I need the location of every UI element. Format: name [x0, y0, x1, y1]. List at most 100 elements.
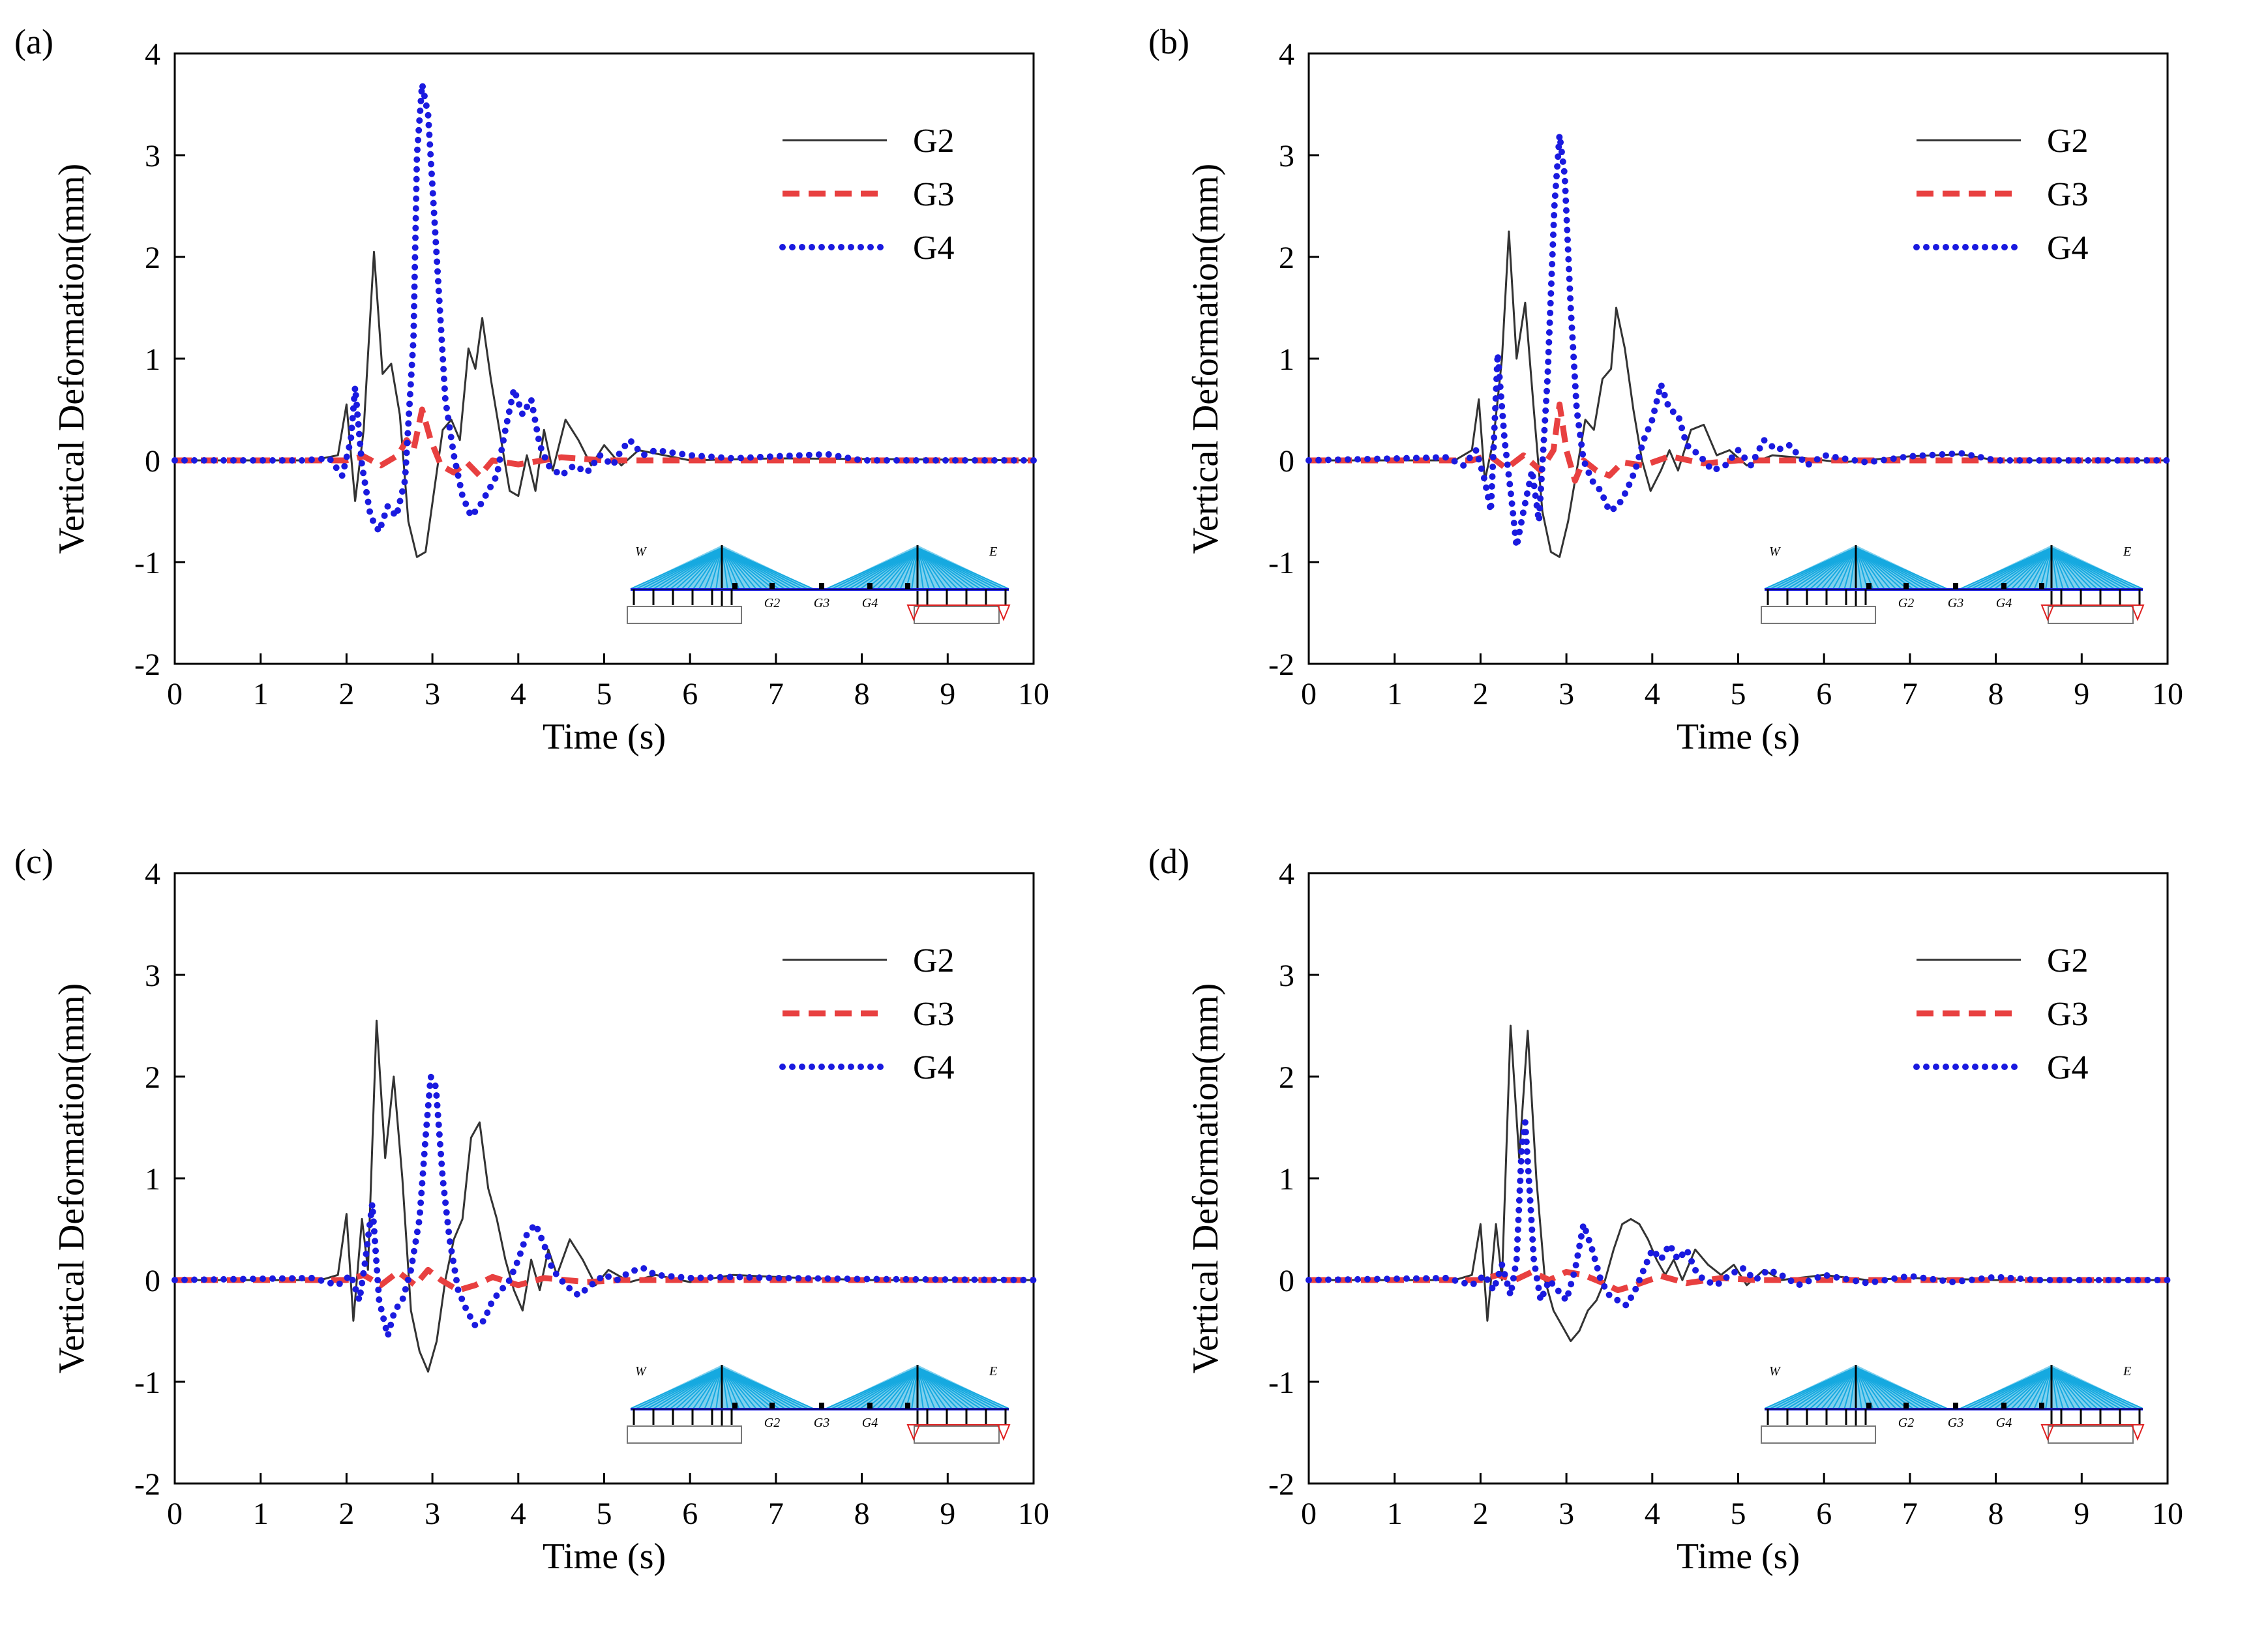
panel-label: (b) — [1148, 22, 1189, 61]
y-tick-label: 4 — [145, 857, 160, 891]
x-tick-label: 5 — [1731, 677, 1746, 711]
x-tick-label: 10 — [1018, 677, 1049, 711]
y-tick-label: -2 — [134, 1467, 160, 1502]
chart-panel-b: (b) 0 1 2 3 4 5 6 7 8 9 10 -2 -1 0 1 2 3 4 Time (s) Vertical… — [1134, 0, 2268, 820]
y-tick-label: 3 — [145, 959, 160, 993]
y-tick-label: 0 — [1279, 1264, 1294, 1298]
y-tick-label: 2 — [1279, 241, 1294, 275]
y-tick-label: -1 — [1268, 546, 1294, 580]
x-tick-label: 7 — [768, 677, 784, 711]
x-axis-label: Time (s) — [543, 717, 666, 757]
legend-label-g3: G3 — [913, 996, 955, 1033]
y-tick-label: -2 — [1268, 1467, 1294, 1502]
series-line-g3 — [1309, 401, 2168, 484]
x-tick-label: 9 — [2074, 677, 2089, 711]
y-tick-label: -1 — [134, 546, 160, 580]
inset-east-label: E — [2123, 544, 2131, 559]
bridge-inset: W E G2 G3 G4 — [1761, 544, 2145, 624]
y-tick-label: 2 — [145, 1060, 160, 1095]
inset-girder-label: G3 — [814, 596, 829, 610]
legend-label-g4: G4 — [913, 230, 955, 267]
inset-girder-label: G4 — [862, 596, 878, 610]
legend-label-g3: G3 — [2047, 996, 2089, 1033]
x-tick-label: 4 — [511, 1497, 526, 1531]
panel-label: (a) — [14, 22, 53, 61]
y-axis-label: Vertical Deformation(mm) — [52, 164, 92, 554]
bridge-inset: W E G2 G3 G4 — [627, 544, 1011, 624]
series-line-g2 — [1309, 1024, 2168, 1343]
legend-label-g2: G2 — [913, 123, 955, 160]
x-tick-label: 7 — [1902, 1497, 1918, 1531]
x-tick-label: 5 — [597, 1497, 612, 1531]
inset-girder-label: G3 — [1948, 1416, 1963, 1430]
y-tick-label: 3 — [1279, 139, 1294, 173]
chart-svg: (b) 0 1 2 3 4 5 6 7 8 9 10 -2 -1 0 1 2 3 4 Time (s) Vertical… — [1148, 22, 2183, 757]
y-tick-label: 3 — [145, 139, 160, 173]
panel-label: (d) — [1148, 842, 1189, 881]
x-tick-label: 6 — [682, 677, 698, 711]
x-axis-label: Time (s) — [1677, 1536, 1800, 1577]
y-axis-label: Vertical Deformation(mm) — [1186, 164, 1226, 554]
x-tick-label: 1 — [1387, 677, 1403, 711]
inset-west-label: W — [1769, 544, 1782, 559]
x-tick-label: 3 — [425, 677, 440, 711]
panel-label: (c) — [14, 842, 53, 881]
series-line-g3 — [1309, 1269, 2168, 1294]
series-line-g3 — [175, 406, 1034, 479]
y-tick-label: 2 — [145, 241, 160, 275]
x-tick-label: 7 — [768, 1497, 784, 1531]
x-tick-label: 7 — [1902, 677, 1918, 711]
x-tick-label: 8 — [1988, 677, 2004, 711]
x-tick-label: 9 — [940, 677, 955, 711]
x-tick-label: 10 — [2152, 1497, 2183, 1531]
series-line-g2 — [175, 1019, 1034, 1373]
x-tick-label: 6 — [1816, 677, 1832, 711]
y-axis-label: Vertical Deformation(mm) — [52, 983, 92, 1374]
inset-west-label: W — [635, 544, 648, 559]
x-tick-label: 2 — [1472, 677, 1488, 711]
inset-east-label: E — [2123, 1364, 2131, 1379]
x-axis-label: Time (s) — [543, 1536, 666, 1577]
x-tick-label: 10 — [2152, 677, 2183, 711]
legend-label-g3: G3 — [2047, 176, 2089, 213]
inset-girder-label: G2 — [1898, 1416, 1914, 1430]
series-line-g4 — [1306, 131, 2171, 550]
x-tick-label: 6 — [1816, 1497, 1832, 1531]
y-axis-label: Vertical Deformation(mm) — [1186, 983, 1226, 1374]
y-tick-label: -2 — [134, 648, 160, 682]
y-tick-label: 3 — [1279, 959, 1294, 993]
x-tick-label: 5 — [1731, 1497, 1746, 1531]
inset-west-label: W — [1769, 1364, 1782, 1379]
x-tick-label: 4 — [511, 677, 526, 711]
series-line-g3 — [175, 1266, 1034, 1294]
x-tick-label: 0 — [1301, 1497, 1317, 1531]
y-tick-label: -1 — [134, 1365, 160, 1400]
x-tick-label: 8 — [854, 1497, 870, 1531]
x-tick-label: 10 — [1018, 1497, 1049, 1531]
inset-west-label: W — [635, 1364, 648, 1379]
x-tick-label: 4 — [1645, 677, 1660, 711]
y-tick-label: -2 — [1268, 648, 1294, 682]
x-tick-label: 3 — [1559, 1497, 1574, 1531]
y-tick-label: 4 — [1279, 857, 1294, 891]
series-line-g2 — [1309, 230, 2168, 558]
x-tick-label: 9 — [940, 1497, 955, 1531]
legend-label-g4: G4 — [2047, 1049, 2089, 1086]
x-tick-label: 3 — [1559, 677, 1574, 711]
x-tick-label: 5 — [597, 677, 612, 711]
chart-panel-c: (c) 0 1 2 3 4 5 6 7 8 9 10 -2 -1 0 1 2 3 4 Time (s) Vertical… — [0, 820, 1134, 1639]
series-line-g2 — [175, 250, 1034, 558]
x-tick-label: 1 — [1387, 1497, 1403, 1531]
inset-girder-label: G3 — [814, 1416, 829, 1430]
y-tick-label: 4 — [145, 37, 160, 72]
bridge-inset: W E G2 G3 G4 — [627, 1364, 1011, 1444]
inset-girder-label: G4 — [1996, 596, 2012, 610]
x-tick-label: 0 — [167, 1497, 183, 1531]
chart-panel-d: (d) 0 1 2 3 4 5 6 7 8 9 10 -2 -1 0 1 2 3 4 Time (s) Vertical… — [1134, 820, 2268, 1639]
chart-svg: (c) 0 1 2 3 4 5 6 7 8 9 10 -2 -1 0 1 2 3 4 Time (s) Vertical… — [14, 842, 1049, 1577]
inset-girder-label: G2 — [1898, 596, 1914, 610]
x-tick-label: 2 — [338, 677, 354, 711]
inset-girder-label: G4 — [1996, 1416, 2012, 1430]
x-tick-label: 1 — [253, 1497, 269, 1531]
chart-svg: (d) 0 1 2 3 4 5 6 7 8 9 10 -2 -1 0 1 2 3 4 Time (s) Vertical… — [1148, 842, 2183, 1577]
